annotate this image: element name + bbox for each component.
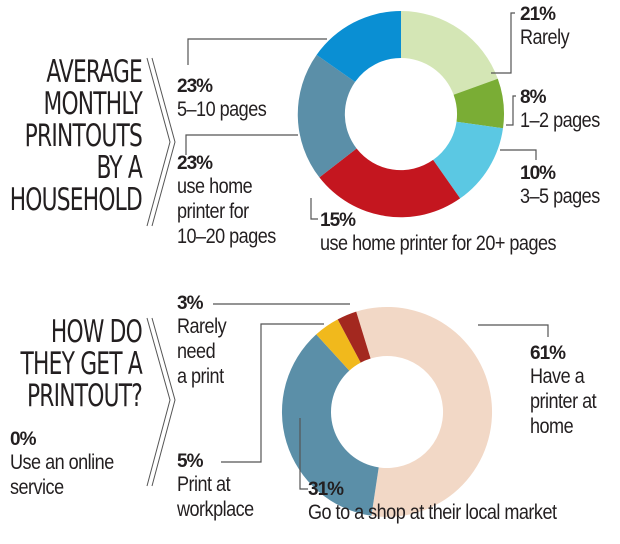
percent-value: 10% (520, 163, 556, 184)
category-text: 1–2 pages (520, 109, 600, 132)
percent-value: 0% (10, 429, 36, 450)
label-local-market-shop: 31% Go to a shop at their local market (308, 480, 597, 525)
slice-3-5-pages (433, 121, 503, 199)
percent-value: 5% (177, 451, 203, 472)
category-text: service (10, 476, 64, 499)
slice-5-10-pages (316, 10, 401, 82)
label-3-5-pages: 10% 3–5 pages (520, 164, 613, 209)
slice-1-2-pages (453, 78, 504, 129)
label-rarely-need-print: 3% Rarely need a print (177, 294, 234, 389)
title-line: PRINTOUTS (24, 118, 143, 154)
chart-title-how-printout: HOW DO THEY GET A PRINTOUT? (0, 314, 143, 414)
category-text: need (177, 340, 216, 363)
percent-value: 31% (308, 479, 344, 500)
category-text: Rarely (177, 315, 227, 338)
label-5-10-pages: 23% 5–10 pages (177, 77, 281, 122)
title-line: HOUSEHOLD (9, 182, 143, 218)
label-1-2-pages: 8% 1–2 pages (520, 88, 613, 133)
label-online-service: 0% Use an online service (10, 430, 131, 500)
label-have-printer-at-home: 61% Have a printer at home (530, 344, 607, 439)
title-line: THEY GET A (20, 346, 143, 382)
connector-lines-top (185, 12, 537, 220)
donut-chart-monthly-printouts (297, 10, 504, 218)
donut-chart-how-printout (281, 306, 493, 517)
category-text: Go to a shop at their local market (308, 501, 557, 524)
slice-20-plus-pages (319, 148, 461, 218)
category-text: 5–10 pages (177, 98, 267, 121)
slice-local-market-shop (281, 334, 379, 516)
percent-value: 23% (177, 76, 213, 97)
category-text: 3–5 pages (520, 185, 600, 208)
slice-rarely-need-print (337, 311, 371, 363)
title-line: BY A (96, 150, 142, 186)
category-text: 10–20 pages (177, 225, 276, 248)
label-20-plus-pages: 15% use home printer for 20+ pages (320, 211, 594, 256)
slice-rarely (401, 11, 498, 95)
category-text: use home printer for 20+ pages (320, 232, 557, 255)
category-text: workplace (177, 498, 254, 521)
title-line: PRINTOUT? (26, 378, 143, 414)
percent-value: 21% (520, 4, 556, 25)
percent-value: 15% (320, 210, 356, 231)
category-text: use home (177, 175, 253, 198)
label-print-at-workplace: 5% Print at workplace (177, 452, 266, 522)
slice-have-printer-at-home (356, 306, 493, 517)
label-rarely: 21% Rarely (520, 5, 577, 50)
category-text: Rarely (520, 26, 570, 49)
category-text: Have a (530, 365, 585, 388)
slice-print-at-workplace (316, 319, 361, 371)
label-10-20-pages: 23% use home printer for 10–20 pages (177, 154, 292, 249)
category-text: Use an online (10, 451, 114, 474)
percent-value: 23% (177, 153, 213, 174)
category-text: Print at (177, 473, 231, 496)
connector-lines-bottom (213, 303, 549, 490)
title-line: MONTHLY (43, 86, 142, 122)
title-line: HOW DO (50, 314, 143, 350)
percent-value: 3% (177, 293, 203, 314)
slice-10-20-pages (297, 54, 357, 178)
category-text: home (530, 415, 574, 438)
percent-value: 8% (520, 87, 546, 108)
category-text: a print (177, 365, 224, 388)
title-line: AVERAGE (46, 54, 143, 90)
percent-value: 61% (530, 343, 566, 364)
category-text: printer for (177, 200, 249, 223)
chevron-separators (146, 57, 176, 487)
category-text: printer at (530, 390, 597, 413)
chart-title-monthly-printouts: AVERAGE MONTHLY PRINTOUTS BY A HOUSEHOLD (0, 54, 143, 218)
